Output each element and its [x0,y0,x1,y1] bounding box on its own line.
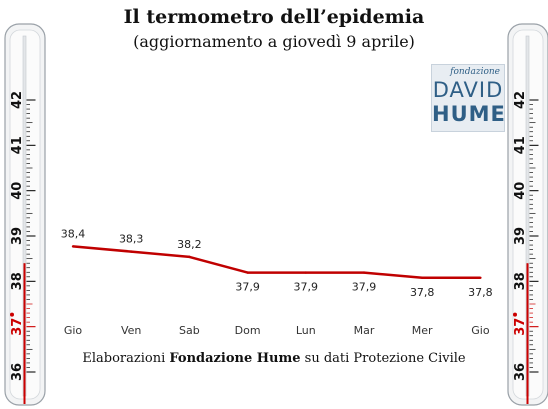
data-point [362,271,366,274]
x-tick-label: Ven [121,324,141,337]
thermometer-label: 40 [10,182,25,200]
thermometer-right: 36 37 38 39 40 41 42 [506,22,548,407]
thermometer-label: 38 [10,272,25,290]
series-line [72,245,481,280]
x-tick-label: Lun [296,324,316,337]
thermometer-label: 36 [10,363,25,381]
x-tick-label: Mer [412,324,433,337]
thermometer-label: 39 [513,227,528,245]
x-tick-label: Sab [179,324,200,337]
x-tick-label: Mar [354,324,375,337]
thermometer-label: 40 [513,182,528,200]
x-tick-label: Dom [235,324,261,337]
thermometer-left: 36 37 38 39 40 41 42 [3,22,47,407]
logo-line-hume: HUME [432,102,506,126]
thermometer-label: 41 [513,136,528,154]
x-tick-label: Gio [64,324,83,337]
thermometer-marker-dot [10,312,14,317]
footer-suffix: su dati Protezione Civile [300,351,466,366]
thermometer-mercury [23,263,26,404]
thermometer-label: 36 [513,363,528,381]
thermometer-label: 37 [10,318,25,336]
data-point [304,271,307,274]
thermometer-right-graphic: 36 37 38 39 40 41 42 [507,23,548,406]
thermometer-label: 37 [513,318,528,336]
data-point [188,255,191,259]
thermometer-label: 39 [10,227,25,245]
x-tick-label: Gio [471,324,490,337]
fondazione-hume-logo: fondazione DAVID HUME [431,64,505,132]
chart-footer: Elaborazioni Fondazione Hume su dati Pro… [0,351,548,366]
data-point [479,276,482,279]
data-point [130,250,133,253]
thermometer-left-graphic: 36 37 38 39 40 41 42 [4,23,46,406]
footer-bold: Fondazione Hume [169,351,301,366]
chart-title: Il termometro dell’epidemia [123,6,425,28]
data-label: 37,8 [410,286,435,299]
data-point [71,245,75,248]
data-label: 38,4 [61,227,86,240]
logo-small-text: fondazione [450,67,500,77]
data-label: 38,2 [177,238,202,251]
data-label: 37,9 [352,281,377,294]
data-point [246,271,249,274]
thermometer-marker-dot [513,312,517,317]
thermometer-label: 38 [513,272,528,290]
data-point [421,276,424,279]
thermometer-label: 41 [10,136,25,154]
data-label: 38,3 [119,233,144,246]
footer-prefix: Elaborazioni [82,351,170,366]
data-label: 37,9 [235,281,260,294]
data-label: 37,8 [468,286,493,299]
logo-line-david: DAVID [432,78,504,102]
data-label: 37,9 [294,281,319,294]
chart-subtitle: (aggiornamento a giovedì 9 aprile) [133,32,415,51]
thermometer-mercury [526,263,529,404]
thermometer-label: 42 [10,91,25,109]
thermometer-label: 42 [513,91,528,109]
